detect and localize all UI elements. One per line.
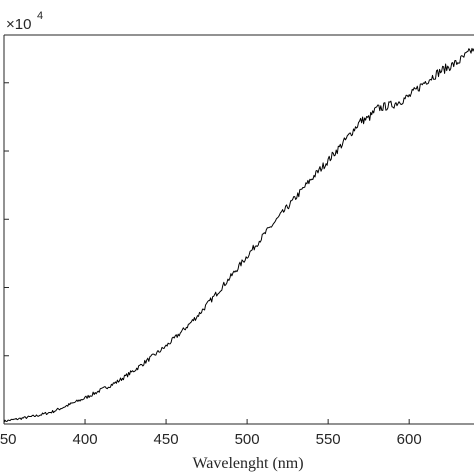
plot-frame xyxy=(3,34,474,425)
x-tick-label: 350 xyxy=(0,431,17,448)
y-exponent-base: ×10 xyxy=(6,16,31,33)
x-tick-label: 600 xyxy=(397,431,422,448)
spectrum-line xyxy=(3,47,474,423)
y-exponent-power: 4 xyxy=(37,10,43,22)
x-axis-title: Wavelenght (nm) xyxy=(192,455,303,472)
x-tick-label: 400 xyxy=(73,431,98,448)
x-tick-label: 450 xyxy=(154,431,179,448)
x-tick-label: 550 xyxy=(316,431,341,448)
y-ticks xyxy=(4,82,9,357)
x-tick-label: 500 xyxy=(235,431,260,448)
x-ticks: 350 400 450 500 550 600 xyxy=(0,419,422,448)
